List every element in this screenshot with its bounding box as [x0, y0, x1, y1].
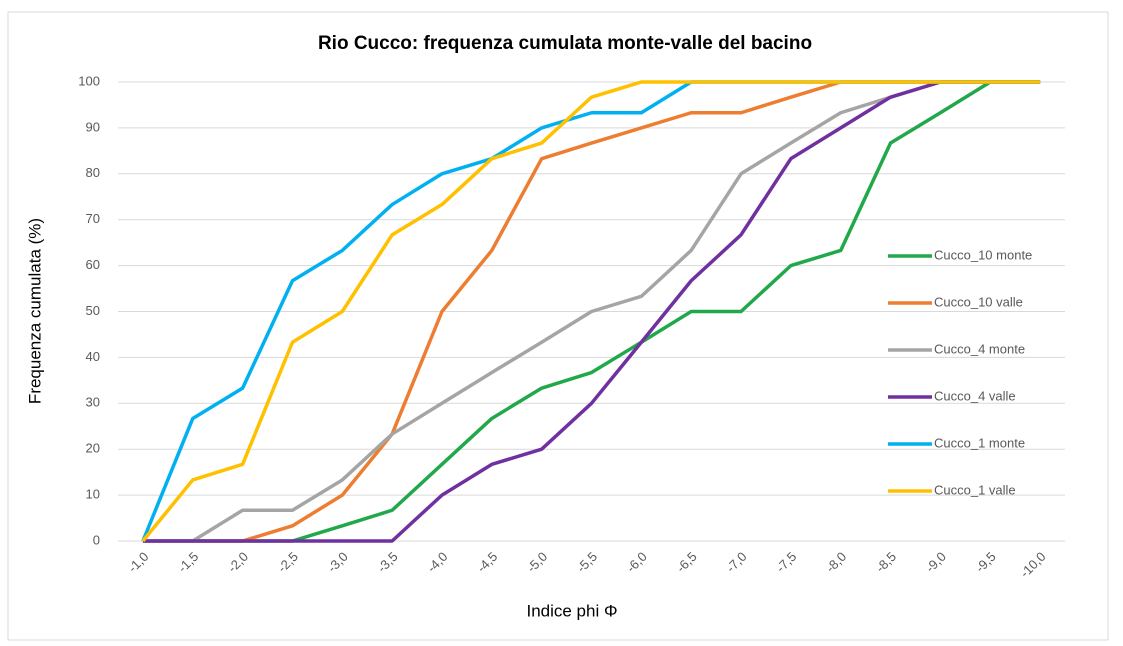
y-tick-label: 50	[86, 303, 100, 318]
series-line	[141, 80, 1041, 543]
legend-label: Cucco_10 valle	[934, 294, 1023, 309]
y-tick-label: 40	[86, 349, 100, 364]
y-tick-label: 20	[86, 441, 100, 456]
y-tick-label: 0	[93, 532, 100, 547]
y-tick-label: 70	[86, 211, 100, 226]
series-line	[142, 80, 1041, 543]
y-tick-label: 90	[86, 119, 100, 134]
y-tick-label: 100	[78, 73, 100, 88]
legend-label: Cucco_1 monte	[934, 435, 1025, 450]
legend-label: Cucco_4 valle	[934, 388, 1016, 403]
y-axis-title: Frequenza cumulata (%)	[25, 218, 44, 404]
x-axis-title: Indice phi Φ	[526, 601, 617, 620]
y-tick-label: 10	[86, 487, 100, 502]
chart-border	[7, 11, 1109, 641]
legend-label: Cucco_4 monte	[934, 341, 1025, 356]
y-tick-label: 30	[86, 395, 100, 410]
chart-title: Rio Cucco: frequenza cumulata monte-vall…	[318, 33, 812, 54]
y-tick-label: 80	[86, 165, 100, 180]
legend-label: Cucco_10 monte	[934, 247, 1032, 262]
legend-label: Cucco_1 valle	[934, 482, 1016, 497]
y-tick-label: 60	[86, 257, 100, 272]
